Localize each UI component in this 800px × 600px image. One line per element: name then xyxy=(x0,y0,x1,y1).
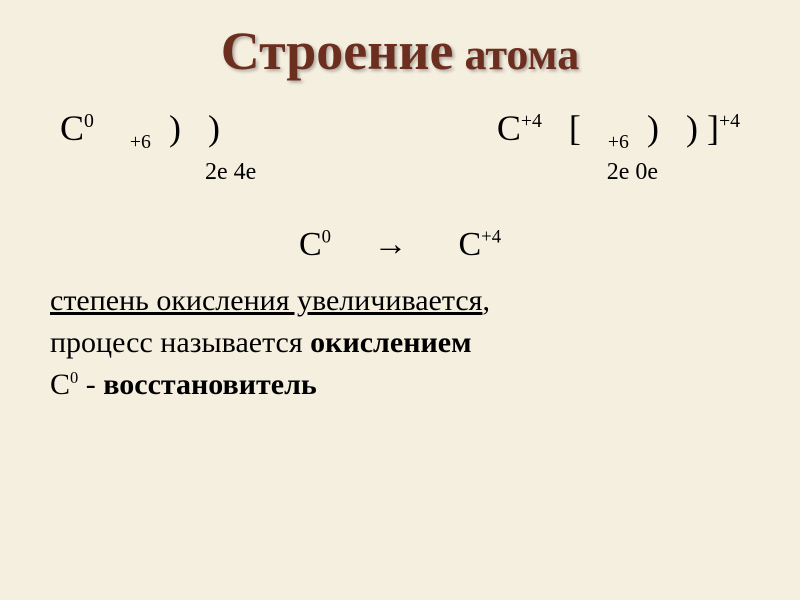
line2-plain: процесс называется xyxy=(50,326,310,359)
formula-right-charge: +6 xyxy=(608,131,629,153)
formula-left-paren2: ) xyxy=(208,108,220,148)
formula-right-paren1: ) xyxy=(647,108,659,148)
title-part1: Строение xyxy=(221,21,454,81)
formula-right-c-sup: +4 xyxy=(521,110,542,132)
line3-c: С xyxy=(50,368,70,401)
formula-row: С0 +6 ) ) С+4 [ +6 ) ) ]+4 xyxy=(50,107,750,154)
line2-bold: окислением xyxy=(310,326,471,359)
formula-left-paren1: ) xyxy=(169,108,181,148)
text-line-1: степень окисления увеличивается, xyxy=(50,284,750,318)
reaction-c1: С xyxy=(299,226,322,263)
slide-title: Строение атома xyxy=(50,20,750,82)
formula-right-c: С xyxy=(497,108,521,148)
formula-left: С0 +6 ) ) xyxy=(60,107,220,154)
formula-left-charge: +6 xyxy=(130,131,151,153)
formula-left-c-sup: 0 xyxy=(84,110,94,132)
formula-right-bracket-close: ] xyxy=(707,108,719,148)
text-line-3: С0 - восстановитель xyxy=(50,368,750,402)
reaction: С0 → С+4 xyxy=(50,226,750,264)
title-part2: атома xyxy=(453,30,579,79)
line1-comma: , xyxy=(482,284,490,317)
formula-left-c: С xyxy=(60,108,84,148)
formula-right-paren2: ) xyxy=(686,108,698,148)
electron-right: 2е 0е xyxy=(607,159,658,186)
line1-underlined: степень окисления увеличивается xyxy=(50,284,482,317)
reaction-arrow: → xyxy=(373,226,407,263)
reaction-c2-sup: +4 xyxy=(481,227,501,248)
formula-right-outer-sup: +4 xyxy=(719,110,740,132)
line3-plain: - xyxy=(78,368,103,401)
electron-left: 2е 4е xyxy=(205,159,256,186)
slide: Строение атома С0 +6 ) ) С+4 [ +6 ) ) ]+… xyxy=(0,0,800,600)
electron-row: 2е 4е 2е 0е xyxy=(50,159,750,186)
formula-right: С+4 [ +6 ) ) ]+4 xyxy=(497,107,740,154)
line3-bold: восстановитель xyxy=(103,368,317,401)
text-line-2: процесс называется окислением xyxy=(50,326,750,360)
formula-right-bracket-open: [ xyxy=(569,108,581,148)
reaction-c1-sup: 0 xyxy=(322,227,331,248)
reaction-c2: С xyxy=(458,226,481,263)
